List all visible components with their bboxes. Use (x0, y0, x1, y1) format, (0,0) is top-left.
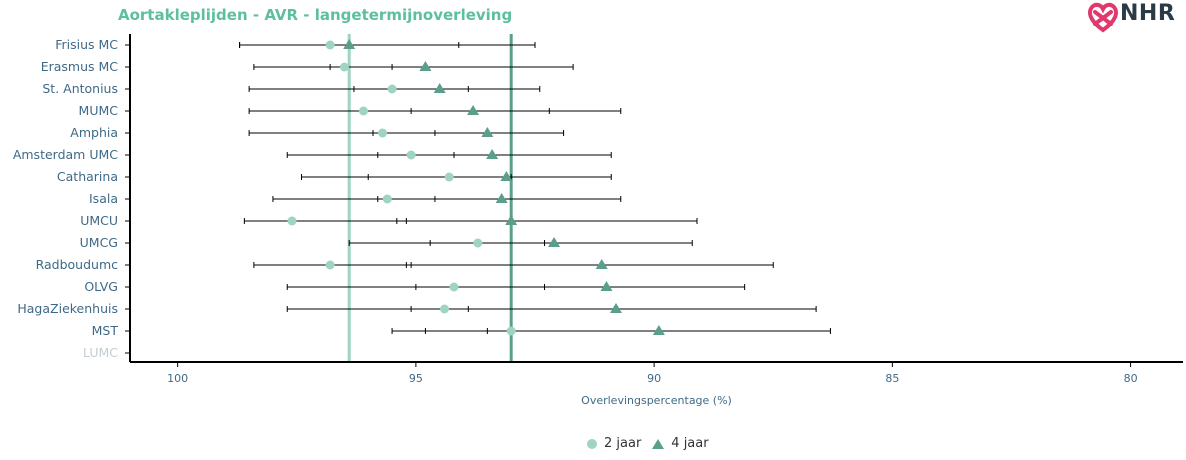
category-label: Frisius MC (55, 37, 118, 52)
point-4-jaar (610, 303, 622, 313)
heart-logo-icon (1088, 2, 1118, 33)
x-axis-label: Overlevingspercentage (%) (581, 394, 732, 407)
point-2-jaar (449, 282, 459, 292)
legend-label-2y: 2 jaar (604, 436, 642, 451)
legend-item-4y: 4 jaar (651, 436, 709, 451)
point-2-jaar (325, 260, 335, 270)
point-2-jaar (287, 216, 297, 226)
legend-item-2y: 2 jaar (586, 436, 641, 451)
point-4-jaar (467, 105, 480, 115)
point-2-jaar (378, 128, 388, 138)
x-tick-label: 85 (885, 372, 899, 385)
category-label: Isala (89, 191, 118, 206)
point-2-jaar (358, 106, 368, 116)
category-label: Amphia (70, 125, 118, 140)
category-label: UMCG (80, 235, 118, 250)
x-tick-label: 100 (167, 372, 188, 385)
forest-plot: Frisius MC Erasmus MC St. Antonius MUMC Amph… (13, 34, 1183, 407)
point-4-jaar (495, 193, 508, 203)
legend-label-4y: 4 jaar (671, 436, 709, 451)
point-4-jaar (652, 325, 665, 335)
category-label: Erasmus MC (41, 59, 119, 74)
point-4-jaar (595, 259, 608, 269)
point-4-jaar (548, 237, 561, 247)
point-2-jaar (339, 62, 349, 72)
category-label: Catharina (57, 169, 118, 184)
chart-title: Aortakleplijden - AVR - langetermijnover… (118, 6, 513, 24)
category-label: OLVG (84, 279, 118, 294)
point-2-jaar (444, 172, 454, 182)
legend-triangle-marker (652, 438, 665, 449)
point-2-jaar (325, 40, 335, 50)
category-label: Radboudumc (36, 257, 119, 272)
chart-legend: 2 jaar 4 jaar (586, 436, 719, 451)
point-2-jaar (439, 304, 449, 314)
logo-text: NHR (1120, 1, 1176, 26)
x-tick-label: 90 (647, 372, 661, 385)
point-4-jaar (343, 39, 356, 49)
category-label: UMCU (80, 213, 118, 228)
nhr-logo: NHR (1086, 0, 1186, 34)
category-label: MST (92, 323, 119, 338)
x-tick-label: 80 (1124, 372, 1138, 385)
point-2-jaar (382, 194, 392, 204)
category-label: St. Antonius (42, 81, 118, 96)
x-tick-label: 95 (409, 372, 423, 385)
point-4-jaar (433, 83, 446, 93)
legend-circle-marker (587, 438, 597, 449)
point-2-jaar (473, 238, 483, 248)
point-4-jaar (500, 171, 513, 181)
point-4-jaar (481, 127, 494, 137)
category-label: HagaZiekenhuis (17, 301, 118, 316)
category-label: Amsterdam UMC (13, 147, 118, 162)
point-4-jaar (505, 215, 518, 225)
point-4-jaar (600, 281, 613, 291)
point-4-jaar (486, 149, 499, 159)
point-4-jaar (419, 61, 432, 71)
category-label: LUMC (83, 345, 118, 360)
point-2-jaar (406, 150, 416, 160)
point-2-jaar (387, 84, 397, 94)
category-label: MUMC (79, 103, 119, 118)
point-2-jaar (506, 326, 516, 336)
